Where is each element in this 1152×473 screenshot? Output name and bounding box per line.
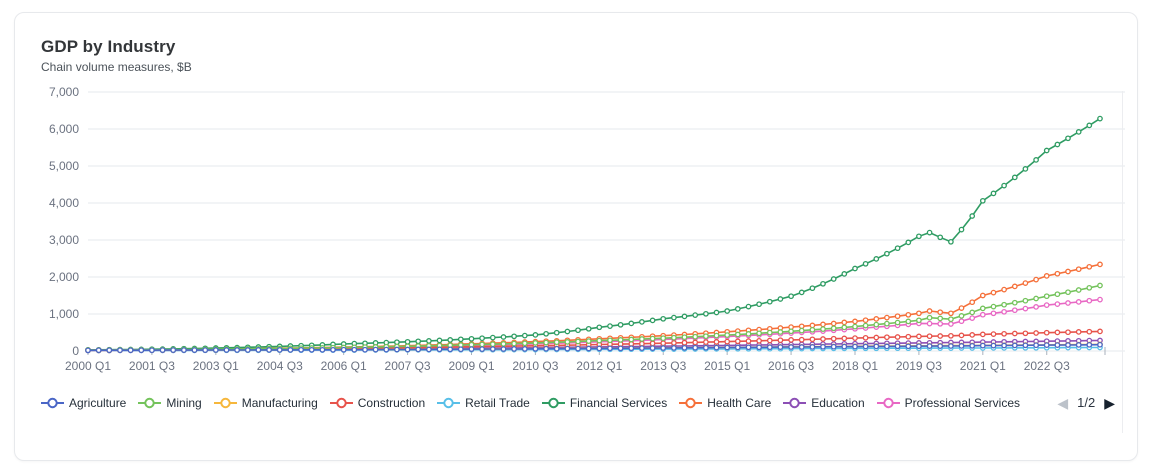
legend-marker-icon <box>329 397 353 408</box>
legend-item-manufacturing[interactable]: Manufacturing <box>213 395 318 410</box>
svg-text:2,000: 2,000 <box>49 270 79 284</box>
svg-text:5,000: 5,000 <box>49 159 79 173</box>
svg-text:2003 Q1: 2003 Q1 <box>193 359 239 373</box>
legend-pagination: ◀ 1/2 ▶ <box>1057 395 1115 410</box>
legend-marker-icon <box>679 397 703 408</box>
svg-text:2013 Q3: 2013 Q3 <box>640 359 686 373</box>
legend-item-label: Construction <box>357 395 426 410</box>
chart-area: 0 1,000 2,000 3,000 4,000 5,000 6,000 7,000 2000… <box>15 78 1137 389</box>
legend-marker-icon <box>213 397 237 408</box>
svg-text:2016 Q3: 2016 Q3 <box>768 359 814 373</box>
legend-item-professional-services[interactable]: Professional Services <box>876 395 1021 410</box>
legend-item-agriculture[interactable]: Agriculture <box>41 396 126 410</box>
svg-text:2010 Q3: 2010 Q3 <box>512 359 558 373</box>
legend-item-financial-services[interactable]: Financial Services <box>541 395 668 410</box>
svg-text:2000 Q1: 2000 Q1 <box>65 359 111 373</box>
svg-text:2015 Q1: 2015 Q1 <box>704 359 750 373</box>
svg-text:2001 Q3: 2001 Q3 <box>129 359 175 373</box>
gdp-line-chart[interactable]: 0 1,000 2,000 3,000 4,000 5,000 6,000 7,000 2000… <box>15 78 1138 384</box>
x-axis-labels: 2000 Q1 2001 Q3 2003 Q1 2004 Q3 2006 Q1 2007 … <box>65 347 1106 373</box>
gdp-chart-card: GDP by Industry Chain volume measures, $… <box>14 12 1138 461</box>
gridlines <box>88 91 1125 352</box>
svg-text:2009 Q1: 2009 Q1 <box>448 359 494 373</box>
y-axis-labels: 0 1,000 2,000 3,000 4,000 5,000 6,000 7,000 <box>49 85 79 358</box>
svg-text:2004 Q3: 2004 Q3 <box>257 359 303 373</box>
legend-item-construction[interactable]: Construction <box>329 395 426 410</box>
series-agriculture <box>85 341 1103 354</box>
svg-text:4,000: 4,000 <box>49 196 79 210</box>
legend-item-mining[interactable]: Mining <box>138 395 202 410</box>
svg-text:7,000: 7,000 <box>49 85 79 99</box>
legend-item-label: Professional Services <box>904 395 1021 410</box>
legend-marker-icon <box>541 397 565 408</box>
svg-text:2019 Q3: 2019 Q3 <box>896 359 942 373</box>
legend-item-label: Retail Trade <box>465 395 530 410</box>
svg-text:2012 Q1: 2012 Q1 <box>576 359 622 373</box>
svg-text:3,000: 3,000 <box>49 233 79 247</box>
legend-item-label: Education <box>811 395 865 410</box>
legend: Agriculture Mining Manufacturing Constructi… <box>41 395 1115 410</box>
svg-text:1,000: 1,000 <box>49 307 79 321</box>
legend-next-arrow-icon[interactable]: ▶ <box>1104 394 1115 411</box>
right-divider-line <box>1122 91 1123 433</box>
legend-item-label: Agriculture <box>69 395 127 410</box>
legend-page-indicator: 1/2 <box>1077 395 1096 410</box>
legend-marker-icon <box>876 397 900 408</box>
svg-text:0: 0 <box>72 344 79 358</box>
legend-item-health-care[interactable]: Health Care <box>679 396 771 410</box>
legend-item-label: Manufacturing <box>241 395 318 410</box>
legend-item-label: Financial Services <box>569 395 668 410</box>
legend-items: Agriculture Mining Manufacturing Constructi… <box>41 396 1020 410</box>
svg-text:2021 Q1: 2021 Q1 <box>960 359 1006 373</box>
legend-item-education[interactable]: Education <box>783 395 865 410</box>
legend-marker-icon <box>41 397 64 408</box>
legend-item-label: Health Care <box>707 395 772 410</box>
legend-item-retail-trade[interactable]: Retail Trade <box>437 396 530 410</box>
svg-text:2018 Q1: 2018 Q1 <box>832 359 878 373</box>
legend-item-label: Mining <box>166 395 202 410</box>
chart-title: GDP by Industry <box>41 37 176 56</box>
legend-marker-icon <box>437 397 461 408</box>
svg-text:6,000: 6,000 <box>49 122 79 136</box>
chart-subtitle: Chain volume measures, $B <box>41 60 192 74</box>
legend-marker-icon <box>783 397 807 408</box>
legend-marker-icon <box>138 397 162 408</box>
svg-text:2007 Q3: 2007 Q3 <box>385 359 431 373</box>
svg-text:2006 Q1: 2006 Q1 <box>321 359 367 373</box>
series-health-care <box>85 261 1103 353</box>
svg-text:2022 Q3: 2022 Q3 <box>1024 359 1070 373</box>
legend-prev-arrow-icon[interactable]: ◀ <box>1057 394 1069 411</box>
